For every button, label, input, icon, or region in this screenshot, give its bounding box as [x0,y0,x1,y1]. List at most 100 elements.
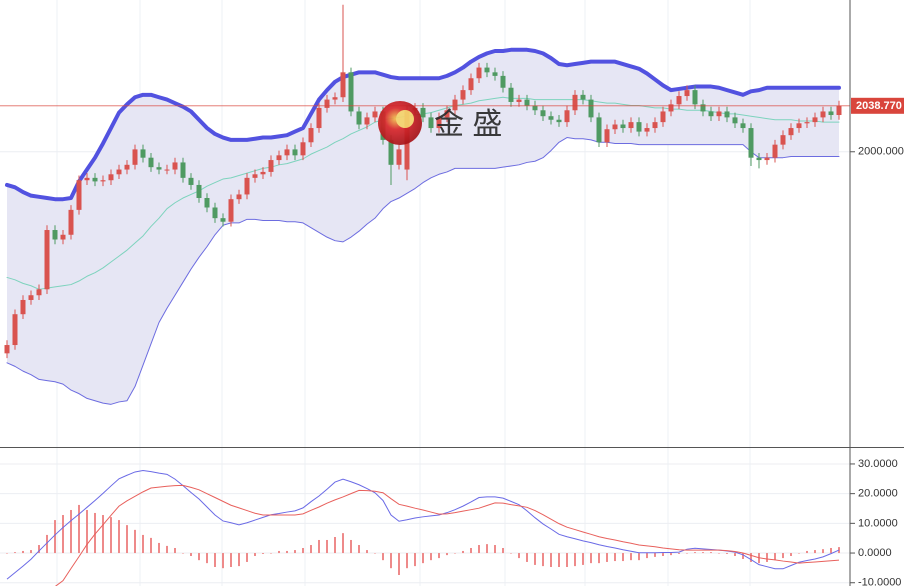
candle-body [84,177,90,181]
candle-body [236,194,242,200]
candle-body [420,107,426,118]
candle-body [196,184,202,199]
candle-body [628,122,634,129]
candle-body [324,99,330,108]
candle-body [132,149,138,165]
candle-body [252,174,258,178]
macd-histogram-bar [670,553,672,556]
candle-body [548,116,554,120]
macd-histogram-bar [462,550,464,554]
candle-body [772,144,778,158]
macd-histogram-bar [566,553,568,567]
macd-histogram-bar [94,512,96,554]
macd-histogram-bar [118,520,120,554]
candle-body [604,129,610,143]
price-pane [0,4,850,405]
candle-body [228,199,234,222]
candle-body [428,117,434,129]
candle-body [524,99,530,106]
macd-pane [0,463,850,586]
candle-body [292,149,298,156]
candle-body [580,94,586,100]
candle-body [188,177,194,185]
candle-body [340,72,346,98]
candle-body [636,122,642,132]
candle-body [828,111,834,116]
macd-histogram-bar [318,539,320,554]
candle-body [4,345,10,354]
macd-histogram-bar [430,553,432,561]
candle-body [660,111,666,123]
macd-histogram-bar [550,553,552,567]
macd-histogram-bar [206,553,208,564]
macd-histogram-bar [686,553,688,554]
candle-body [820,111,826,118]
y-tick-label: 20.0000 [858,488,898,500]
candle-body [148,157,154,168]
candle-body [780,135,786,145]
macd-line [54,484,840,586]
y-tick-label: 2000.000 [858,146,904,158]
macd-histogram-bar [110,517,112,554]
candle-body [484,67,490,73]
candle-body [556,119,562,123]
candle-body [300,142,306,156]
macd-histogram-bar [742,553,744,559]
watermark-logo: 金 盛 [378,101,502,145]
macd-histogram-bar [262,553,264,554]
macd-histogram-bar [246,553,248,562]
macd-histogram-bar [142,534,144,554]
macd-histogram-bar [14,552,16,554]
macd-histogram-bar [734,553,736,557]
macd-histogram-bar [718,553,720,554]
macd-histogram-bar [102,515,104,554]
candle-body [364,117,370,125]
candle-body [60,234,66,240]
macd-histogram-bar [582,553,584,565]
candle-body [76,180,82,210]
candle-body [724,111,730,118]
macd-histogram-bar [614,553,616,562]
macd-histogram-bar [446,553,448,556]
candle-body [596,117,602,143]
macd-histogram-bar [606,553,608,562]
candle-body [284,149,290,156]
candle-body [316,107,322,129]
macd-histogram-bar [70,509,72,554]
macd-histogram-bar [238,553,240,567]
candle-body [436,117,442,129]
macd-histogram-bar [382,553,384,561]
macd-histogram-bar [342,533,344,554]
macd-histogram-bar [190,553,192,557]
candle-body [156,167,162,170]
macd-histogram-bar [38,545,40,554]
candle-body [788,128,794,136]
candle-body [100,180,106,182]
macd-histogram-bar [198,553,200,561]
candle-body [588,99,594,118]
candle-body [444,110,450,118]
macd-histogram-bar [414,553,416,567]
candle-body [532,105,538,111]
candle-body [172,162,178,170]
candle-body [260,171,266,175]
candle-body [700,104,706,112]
candle-body [612,124,618,130]
y-tick-label: 30.0000 [858,458,898,470]
candle-body [348,72,354,112]
candle-body [836,105,842,116]
macd-histogram-bar [350,539,352,554]
candle-body [812,117,818,123]
macd-histogram-bar [86,509,88,554]
macd-histogram-bar [230,553,232,567]
macd-histogram-bar [502,547,504,554]
candle-body [716,111,722,117]
candle-body [564,110,570,123]
macd-histogram-bar [574,553,576,567]
candle-body [388,139,394,165]
macd-histogram-bar [62,515,64,554]
macd-histogram-bar [782,553,784,559]
macd-histogram-bar [150,537,152,554]
candle-body [516,99,522,102]
